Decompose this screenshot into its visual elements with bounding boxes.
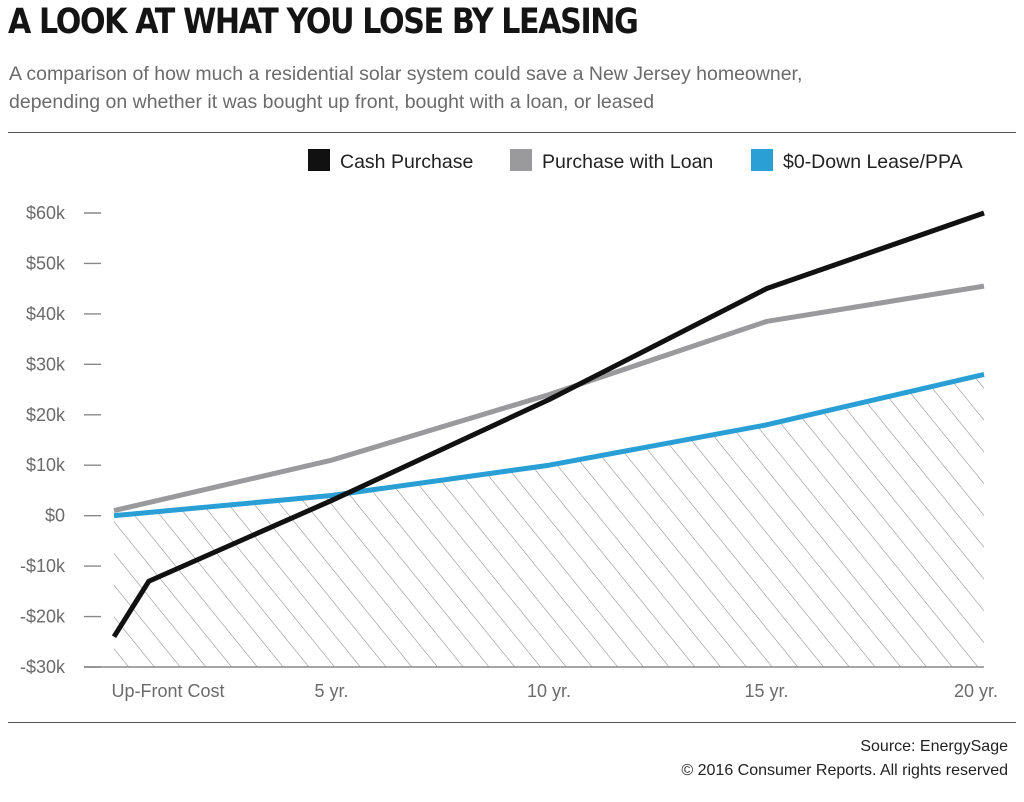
legend-swatch-lease — [751, 149, 773, 171]
legend-label-cash: Cash Purchase — [340, 151, 473, 173]
copyright-note: © 2016 Consumer Reports. All rights rese… — [681, 762, 1008, 779]
y-tick-label: -$30k — [20, 657, 66, 677]
y-tick-label: $0 — [45, 506, 65, 526]
legend-label-loan: Purchase with Loan — [542, 151, 713, 173]
subtitle-line-2: depending on whether it was bought up fr… — [9, 91, 655, 113]
series-line-lease — [113, 371, 985, 519]
x-tick-label: Up-Front Cost — [111, 681, 224, 701]
y-tick-label: -$20k — [20, 607, 66, 627]
series-lines-group — [111, 210, 985, 639]
legend-label-lease: $0-Down Lease/PPA — [783, 151, 963, 173]
subtitle-line-1: A comparison of how much a residential s… — [9, 63, 803, 85]
legend-swatch-cash — [308, 149, 330, 171]
y-tick-label: $10k — [26, 455, 66, 475]
source-note: Source: EnergySage — [860, 738, 1008, 755]
axes-group: $60k $50k $40k $30k $20k $10k $0 -$10k -$20k -$30… — [20, 203, 998, 701]
y-tick-label: $60k — [26, 203, 66, 223]
hatched-region-group — [114, 374, 984, 667]
y-tick-label: -$10k — [20, 556, 66, 576]
chart-subtitle: A comparison of how much a residential s… — [9, 60, 1009, 116]
x-tick-label: 5 yr. — [314, 681, 348, 701]
y-tick-label: $40k — [26, 304, 66, 324]
x-tick-label: 15 yr. — [744, 681, 788, 701]
y-tick-label: $50k — [26, 253, 66, 273]
legend-swatch-loan — [510, 149, 532, 171]
series-line-cash — [111, 210, 985, 639]
top-divider — [8, 132, 1016, 133]
bottom-divider — [8, 722, 1016, 723]
x-tick-label: 20 yr. — [954, 681, 998, 701]
y-tick-label: $30k — [26, 354, 66, 374]
chart-title: A LOOK AT WHAT YOU LOSE BY LEASING — [8, 2, 639, 42]
series-line-loan — [113, 283, 985, 514]
x-tick-label: 10 yr. — [527, 681, 571, 701]
legend: Cash Purchase Purchase with Loan $0-Down L… — [308, 149, 963, 173]
y-tick-label: $20k — [26, 405, 66, 425]
hatched-loss-area — [114, 374, 984, 667]
